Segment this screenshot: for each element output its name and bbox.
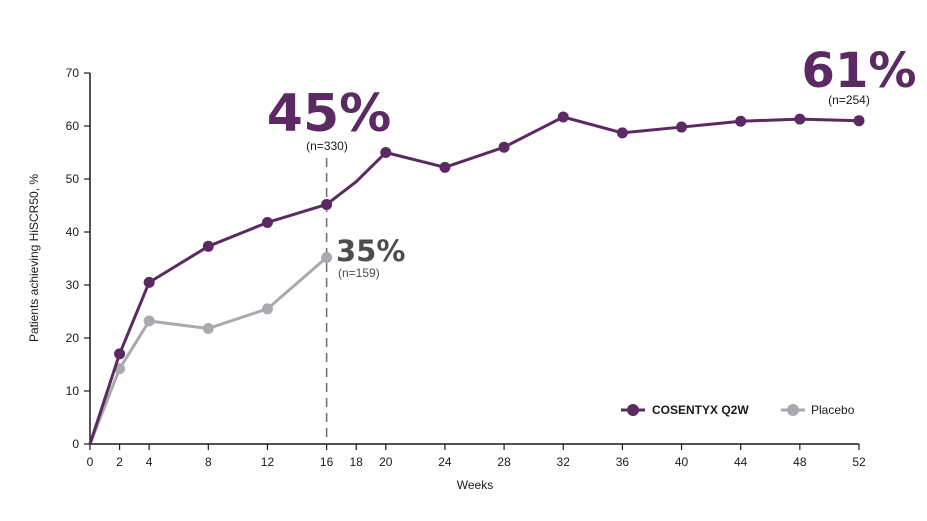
- x-tick-label: 24: [438, 455, 452, 469]
- placebo-point-week-16: [321, 251, 333, 263]
- x-tick-label: 12: [261, 455, 275, 469]
- cosentyx-point-week-4: [143, 276, 155, 288]
- x-tick-label: 44: [734, 455, 748, 469]
- cosentyx-point-week-12: [261, 216, 273, 228]
- x-tick-label: 20: [379, 455, 393, 469]
- annotation-week52-cosentyx-percent: 61%: [802, 43, 917, 99]
- x-tick-label: 4: [146, 455, 153, 469]
- cosentyx-point-week-2: [114, 348, 126, 360]
- y-tick-label: 70: [66, 66, 80, 80]
- x-tick-label: 52: [852, 455, 866, 469]
- annotation-week52-cosentyx-n: (n=254): [828, 93, 870, 107]
- cosentyx-point-week-36: [616, 127, 628, 139]
- annotation-week16-placebo-percent: 35%: [336, 234, 405, 268]
- legend-cosentyx-marker: [627, 404, 639, 416]
- y-tick-label: 60: [66, 119, 80, 133]
- y-tick-label: 10: [66, 384, 80, 398]
- legend: COSENTYX Q2W Placebo: [621, 403, 855, 417]
- y-tick-label: 50: [66, 172, 80, 186]
- legend-placebo-label: Placebo: [811, 403, 855, 417]
- x-tick-label: 28: [497, 455, 511, 469]
- y-tick-label: 30: [66, 278, 80, 292]
- x-tick-label: 2: [116, 455, 123, 469]
- placebo-point-week-12: [261, 303, 273, 315]
- annotation-week16-placebo-n: (n=159): [338, 266, 380, 280]
- cosentyx-point-week-44: [735, 115, 747, 127]
- cosentyx-point-week-20: [380, 147, 392, 158]
- x-tick-label: 8: [205, 455, 212, 469]
- y-tick-label: 20: [66, 331, 80, 345]
- cosentyx-point-week-40: [676, 121, 688, 133]
- x-axis-title: Weeks: [457, 478, 493, 492]
- x-tick-label: 18: [350, 455, 364, 469]
- cosentyx-series-line: [88, 115, 861, 446]
- legend-placebo-marker: [787, 404, 799, 416]
- x-tick-label: 32: [557, 455, 571, 469]
- y-tick-label: 40: [66, 225, 80, 239]
- annotation-week16-cosentyx-percent: 45%: [267, 84, 391, 144]
- cosentyx-point-week-16: [321, 198, 333, 210]
- cosentyx-point-week-48: [794, 113, 806, 125]
- placebo-point-week-8: [202, 322, 214, 334]
- x-tick-label: 48: [793, 455, 807, 469]
- x-tick-label: 16: [320, 455, 334, 469]
- placebo-series-line: [88, 255, 329, 446]
- cosentyx-point-week-24: [439, 161, 451, 173]
- annotation-week16-cosentyx-n: (n=330): [306, 139, 348, 153]
- legend-cosentyx-label: COSENTYX Q2W: [652, 403, 749, 417]
- cosentyx-point-week-52: [853, 115, 865, 127]
- cosentyx-point-week-32: [557, 111, 569, 123]
- cosentyx-point-week-8: [202, 240, 214, 252]
- x-tick-label: 40: [675, 455, 689, 469]
- y-tick-label: 0: [72, 437, 79, 451]
- x-tick-label: 36: [616, 455, 630, 469]
- cosentyx-point-week-28: [498, 141, 510, 153]
- y-axis-title: Patients achieving HiSCR50, %: [27, 174, 41, 342]
- x-tick-label: 0: [87, 455, 94, 469]
- placebo-point-week-4: [143, 315, 155, 327]
- series-layer: [88, 111, 865, 446]
